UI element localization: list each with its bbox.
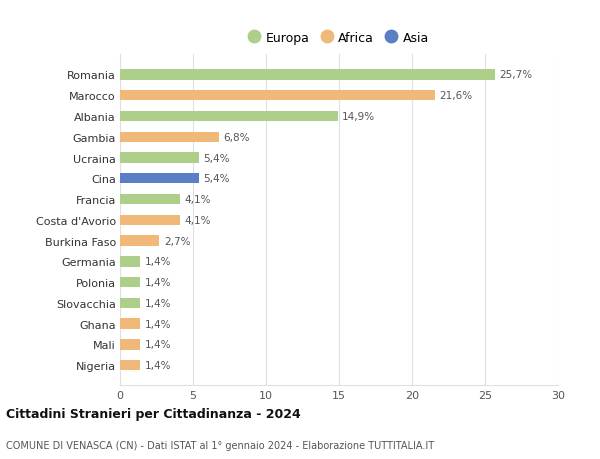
Bar <box>120 70 495 80</box>
Text: 4,1%: 4,1% <box>184 215 211 225</box>
Text: 6,8%: 6,8% <box>224 133 250 142</box>
Bar <box>120 277 140 288</box>
Text: 25,7%: 25,7% <box>500 70 533 80</box>
Text: 5,4%: 5,4% <box>203 174 230 184</box>
Legend: Europa, Africa, Asia: Europa, Africa, Asia <box>245 28 433 49</box>
Text: 5,4%: 5,4% <box>203 153 230 163</box>
Bar <box>120 319 140 329</box>
Bar <box>120 153 199 163</box>
Bar <box>120 298 140 308</box>
Bar <box>120 174 199 184</box>
Text: 14,9%: 14,9% <box>342 112 375 122</box>
Bar <box>120 215 180 225</box>
Text: 21,6%: 21,6% <box>440 91 473 101</box>
Text: 1,4%: 1,4% <box>145 257 172 267</box>
Text: 1,4%: 1,4% <box>145 319 172 329</box>
Text: 1,4%: 1,4% <box>145 278 172 287</box>
Bar <box>120 360 140 370</box>
Text: 4,1%: 4,1% <box>184 195 211 205</box>
Text: 1,4%: 1,4% <box>145 340 172 350</box>
Bar <box>120 112 338 122</box>
Text: Cittadini Stranieri per Cittadinanza - 2024: Cittadini Stranieri per Cittadinanza - 2… <box>6 407 301 420</box>
Bar <box>120 340 140 350</box>
Text: 2,7%: 2,7% <box>164 236 190 246</box>
Bar <box>120 91 436 101</box>
Bar <box>120 132 219 143</box>
Bar <box>120 257 140 267</box>
Text: 1,4%: 1,4% <box>145 298 172 308</box>
Text: 1,4%: 1,4% <box>145 360 172 370</box>
Bar <box>120 236 160 246</box>
Text: COMUNE DI VENASCA (CN) - Dati ISTAT al 1° gennaio 2024 - Elaborazione TUTTITALIA: COMUNE DI VENASCA (CN) - Dati ISTAT al 1… <box>6 440 434 450</box>
Bar <box>120 195 180 205</box>
